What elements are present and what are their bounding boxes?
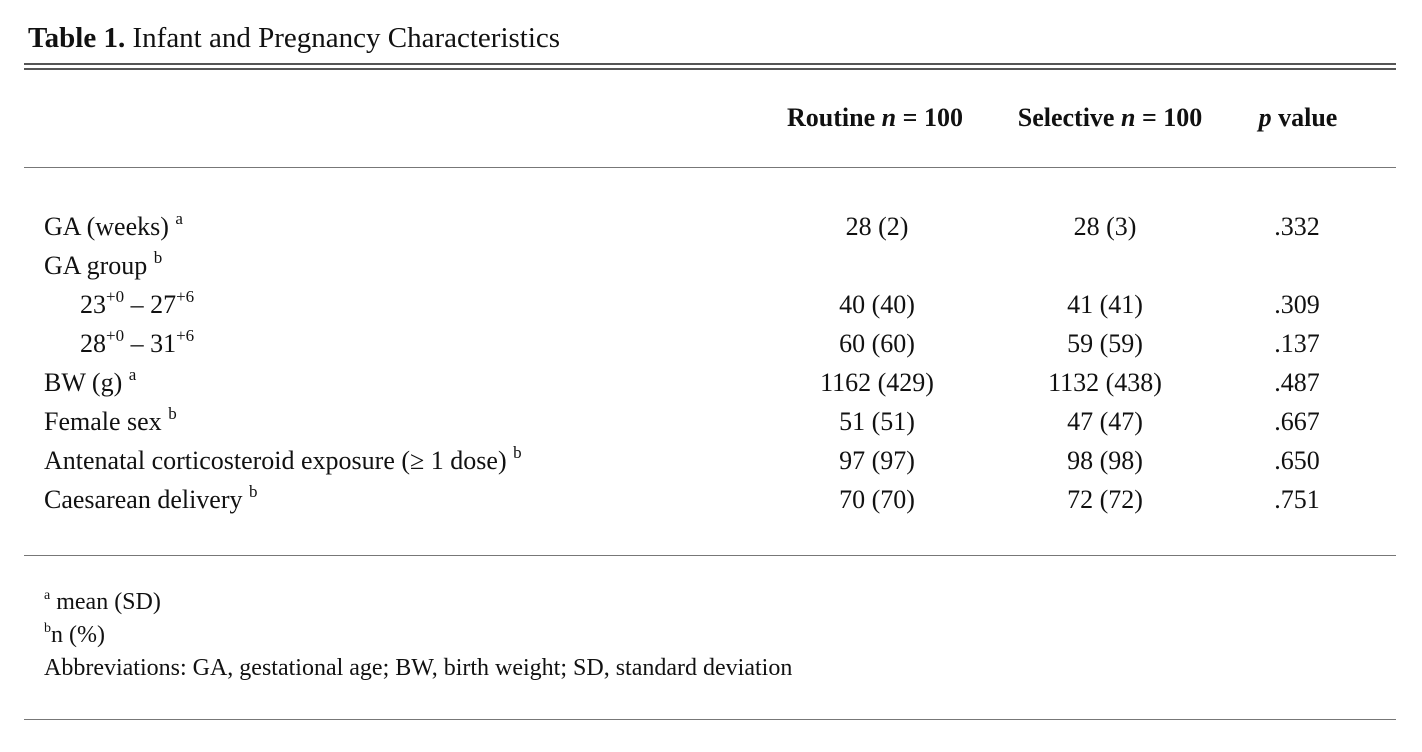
row-label: 23+0 – 27+6 (80, 285, 194, 324)
selective-cell: 1132 (438) (1048, 368, 1162, 397)
table-row: Antenatal corticosteroid exposure (≥ 1 d… (0, 441, 1422, 480)
column-header-routine: Routine n = 100 (770, 98, 980, 138)
footnote-mark: b (44, 621, 51, 636)
routine-cell: 1162 (429) (820, 368, 934, 397)
row-label-text: Antenatal corticosteroid exposure (≥ 1 d… (44, 446, 507, 475)
routine-cell: 70 (70) (839, 485, 915, 514)
selective-cell: 72 (72) (1067, 485, 1143, 514)
row-label: 28+0 – 31+6 (80, 324, 194, 363)
range-dash: – (130, 329, 144, 358)
row-note-mark: b (513, 443, 522, 462)
column-header-selective-name: Selective (1017, 103, 1115, 132)
p-value-cell: .332 (1274, 212, 1320, 241)
table-caption-label: Table 1. (28, 22, 126, 54)
table-row: BW (g) a 1162 (429) 1132 (438) .487 (0, 363, 1422, 402)
range-end: 31 (150, 329, 177, 358)
top-double-rule-upper (24, 63, 1396, 65)
routine-cell: 51 (51) (839, 407, 915, 436)
footnote-a: a mean (SD) (44, 586, 161, 618)
row-label: Antenatal corticosteroid exposure (≥ 1 d… (44, 441, 522, 480)
selective-cell: 47 (47) (1067, 407, 1143, 436)
table-row: GA (weeks) a 28 (2) 28 (3) .332 (0, 207, 1422, 246)
row-note-mark: a (128, 365, 137, 384)
table-caption-title: Infant and Pregnancy Characteristics (132, 22, 561, 54)
bottom-rule (24, 719, 1396, 720)
table-row: 23+0 – 27+6 40 (40) 41 (41) .309 (0, 285, 1422, 324)
range-start-days: +0 (106, 326, 125, 345)
selective-cell: 41 (41) (1067, 290, 1143, 319)
range-end-days: +6 (176, 326, 195, 345)
column-header-selective-n: n (1120, 103, 1136, 132)
selective-cell: 98 (98) (1067, 446, 1143, 475)
footnote-text: Abbreviations: GA, gestational age; BW, … (44, 655, 793, 681)
row-note-mark: a (175, 209, 183, 228)
footnote-b: bn (%) (44, 619, 105, 651)
routine-cell: 97 (97) (839, 446, 915, 475)
row-label-text: GA group (44, 251, 148, 280)
column-header-p-text: value (1278, 103, 1338, 132)
table-row: 28+0 – 31+6 60 (60) 59 (59) .137 (0, 324, 1422, 363)
table-row: GA group b (0, 246, 1422, 285)
row-label-text: Caesarean delivery (44, 485, 243, 514)
top-double-rule-lower (24, 68, 1396, 70)
column-header-routine-n: n (881, 103, 897, 132)
range-start: 23 (80, 290, 106, 319)
column-header-selective-count: = 100 (1141, 103, 1203, 132)
row-label: BW (g) a (44, 363, 136, 402)
header-rule (24, 167, 1396, 168)
p-value-cell: .667 (1274, 407, 1320, 436)
routine-cell: 60 (60) (839, 329, 915, 358)
column-header-p-symbol: p (1258, 103, 1272, 132)
routine-cell: 40 (40) (839, 290, 915, 319)
row-label: GA group b (44, 246, 162, 285)
row-note-mark: b (168, 404, 177, 423)
p-value-cell: .137 (1274, 329, 1320, 358)
table-caption: Table 1. Infant and Pregnancy Characteri… (28, 18, 560, 58)
row-note-mark: b (249, 482, 258, 501)
footnote-abbreviations: Abbreviations: GA, gestational age; BW, … (44, 652, 792, 684)
p-value-cell: .487 (1274, 368, 1320, 397)
column-header-p-value: p value (1240, 98, 1356, 138)
p-value-cell: .650 (1274, 446, 1320, 475)
row-label: GA (weeks) a (44, 207, 183, 246)
footnote-text: mean (SD) (56, 589, 161, 615)
row-label: Female sex b (44, 402, 177, 441)
range-end: 27 (150, 290, 177, 319)
row-note-mark: b (153, 248, 163, 267)
row-label-text: Female sex (44, 407, 162, 436)
table-row: Female sex b 51 (51) 47 (47) .667 (0, 402, 1422, 441)
selective-cell: 59 (59) (1067, 329, 1143, 358)
footnote-text: n (%) (51, 622, 105, 648)
routine-cell: 28 (2) (845, 212, 909, 241)
range-end-days: +6 (176, 287, 195, 306)
table-row: Caesarean delivery b 70 (70) 72 (72) .75… (0, 480, 1422, 519)
row-label-text: GA (weeks) (44, 212, 169, 241)
range-start: 28 (80, 329, 106, 358)
p-value-cell: .751 (1274, 485, 1320, 514)
footnote-mark: a (44, 588, 51, 603)
range-dash: – (130, 290, 144, 319)
row-label-text: BW (g) (44, 368, 123, 397)
column-header-selective: Selective n = 100 (1002, 98, 1218, 138)
column-header-routine-count: = 100 (902, 103, 963, 132)
selective-cell: 28 (3) (1073, 212, 1137, 241)
column-header-routine-name: Routine (787, 103, 876, 132)
body-rule (24, 555, 1396, 556)
range-start-days: +0 (106, 287, 125, 306)
p-value-cell: .309 (1274, 290, 1320, 319)
row-label: Caesarean delivery b (44, 480, 258, 519)
